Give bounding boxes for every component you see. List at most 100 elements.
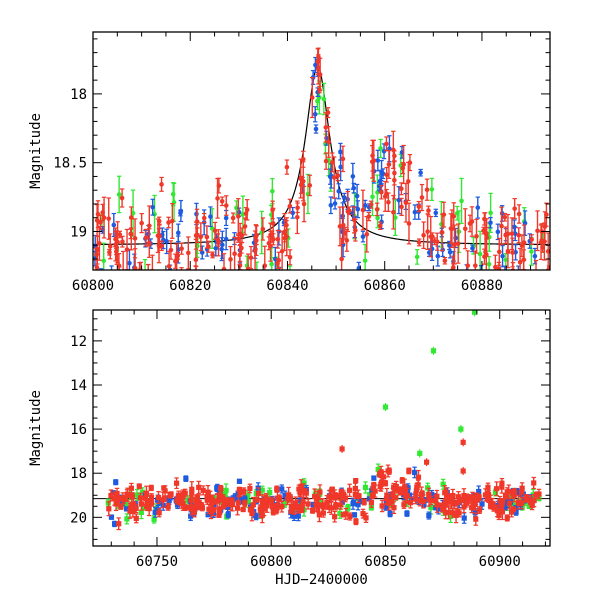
data-point-red — [417, 498, 423, 504]
data-point-blue — [336, 188, 342, 194]
y-tick-label: 18 — [70, 466, 87, 482]
data-point-blue — [111, 222, 117, 228]
data-point-red — [220, 504, 226, 510]
data-point-red — [235, 214, 241, 219]
data-point-red — [114, 490, 120, 497]
plot-frame — [92, 31, 551, 271]
data-point-red — [178, 501, 184, 507]
data-point-red — [130, 508, 136, 515]
x-tick-label: 60800 — [250, 554, 292, 570]
data-point-blue — [512, 224, 517, 230]
data-point-red — [108, 312, 113, 317]
data-point-red — [235, 500, 242, 506]
data-point-red — [529, 502, 535, 509]
data-point-red — [399, 477, 405, 484]
data-point-red — [216, 183, 222, 188]
data-point-blue — [150, 204, 155, 210]
data-point-red — [353, 477, 359, 484]
data-point-red — [301, 201, 307, 207]
data-point-red — [347, 513, 353, 520]
data-point-red — [512, 206, 517, 211]
data-point-red — [413, 487, 420, 493]
data-point-green — [414, 254, 420, 260]
data-point-blue — [327, 174, 333, 179]
data-point-red — [138, 501, 145, 507]
x-tick-label: 60800 — [72, 278, 114, 294]
data-point-green — [503, 257, 509, 263]
data-point-red — [275, 236, 281, 242]
data-point-red — [241, 488, 247, 494]
data-point-green — [259, 487, 265, 493]
data-point-blue — [396, 197, 402, 203]
data-point-red — [368, 202, 374, 207]
data-point-red — [166, 263, 172, 269]
data-point-red — [316, 512, 322, 518]
data-point-green — [417, 450, 423, 456]
data-point-green — [270, 188, 275, 194]
data-point-red — [249, 510, 255, 517]
data-point-green — [259, 299, 264, 304]
y-tick-label: 16 — [70, 422, 87, 438]
data-point-red — [195, 232, 200, 238]
data-point-red — [326, 139, 332, 145]
data-point-red — [443, 489, 449, 495]
data-point-red — [448, 226, 454, 231]
data-point-red — [155, 494, 162, 501]
data-point-red — [443, 510, 449, 516]
data-point-red — [162, 488, 168, 494]
data-point-blue — [214, 485, 220, 491]
data-point-red — [434, 493, 440, 499]
data-point-blue — [366, 496, 372, 502]
data-point-green — [362, 258, 368, 263]
data-point-blue — [178, 210, 183, 216]
data-point-red — [372, 488, 378, 494]
data-point-red — [120, 495, 126, 501]
data-point-blue — [495, 229, 501, 235]
data-point-red — [156, 510, 162, 516]
data-point-red — [434, 502, 440, 508]
data-point-red — [286, 492, 292, 498]
data-point-blue — [479, 501, 485, 507]
data-point-red — [198, 234, 204, 240]
data-point-red — [132, 265, 138, 270]
data-point-red — [262, 501, 268, 507]
data-point-red — [128, 485, 134, 491]
data-point-red — [107, 244, 113, 249]
data-point-red — [255, 490, 262, 497]
data-point-red — [287, 203, 293, 209]
data-point-red — [456, 510, 462, 516]
data-point-blue — [242, 496, 248, 502]
data-point-red — [279, 248, 285, 254]
y-tick-label: 18 — [70, 87, 87, 103]
plot-area — [93, 310, 550, 531]
data-point-red — [252, 248, 258, 254]
data-point-blue — [475, 205, 481, 210]
data-point-red — [248, 255, 254, 260]
data-point-green — [301, 480, 307, 486]
data-point-red — [287, 254, 293, 260]
data-point-blue — [175, 230, 181, 236]
data-point-red — [510, 491, 516, 497]
data-point-blue — [513, 509, 519, 515]
data-point-red — [230, 215, 236, 221]
data-point-red — [272, 504, 279, 510]
data-point-red — [323, 125, 329, 130]
data-point-red — [484, 231, 489, 236]
data-point-red — [416, 240, 422, 245]
data-point-red — [173, 480, 180, 486]
data-point-blue — [124, 506, 130, 512]
data-point-red — [499, 509, 506, 515]
data-point-red — [519, 489, 525, 495]
data-point-red — [366, 214, 372, 219]
data-point-red — [294, 214, 300, 220]
data-point-red — [307, 183, 313, 188]
data-point-red — [394, 486, 400, 492]
data-point-red — [464, 494, 470, 500]
data-point-red — [219, 199, 225, 204]
data-point-red — [284, 222, 289, 228]
data-point-red — [493, 264, 498, 270]
data-point-red — [147, 223, 152, 229]
data-point-red — [175, 492, 182, 498]
data-point-red — [482, 492, 489, 498]
data-point-green — [255, 275, 260, 280]
